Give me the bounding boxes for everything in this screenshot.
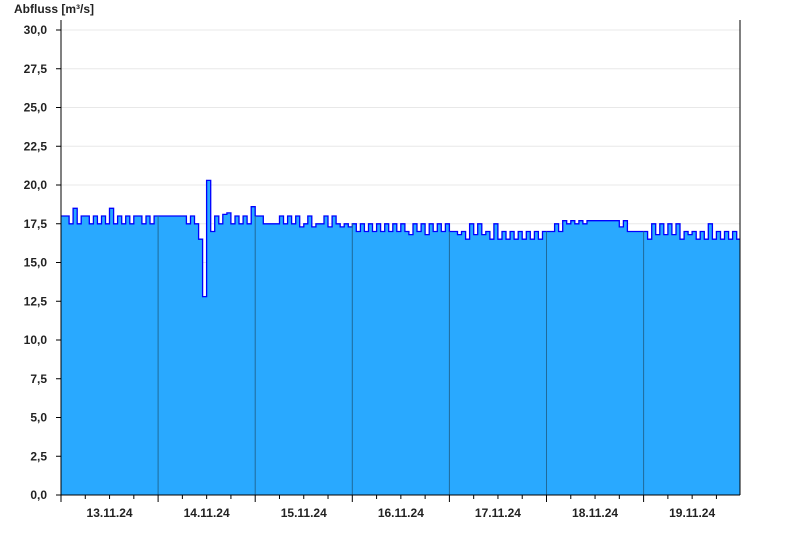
x-tick-label: 18.11.24 <box>572 506 618 520</box>
axes: 0,0 2,5 5,0 7,5 10,0 12,5 15,0 17,5 20,0 22,5 25,0… <box>24 20 741 520</box>
x-tick-label: 17.11.24 <box>475 506 521 520</box>
area-fill <box>61 180 740 495</box>
x-tick-label: 15.11.24 <box>281 506 327 520</box>
y-tick-label: 22,5 <box>24 139 48 153</box>
y-tick-label: 17,5 <box>24 217 48 231</box>
x-tick-label: 16.11.24 <box>378 506 424 520</box>
y-tick-label: 2,5 <box>30 449 47 463</box>
y-tick-label: 7,5 <box>30 372 47 386</box>
y-tick-label: 27,5 <box>24 62 48 76</box>
y-tick-label: 5,0 <box>30 411 47 425</box>
y-tick-label: 30,0 <box>24 23 48 37</box>
y-tick-label: 20,0 <box>24 178 48 192</box>
y-tick-label: 25,0 <box>24 101 48 115</box>
series-line <box>61 179 740 298</box>
y-tick-label: 10,0 <box>24 333 48 347</box>
plot-area <box>61 179 740 495</box>
x-tick-label: 14.11.24 <box>184 506 230 520</box>
y-tick-label: 12,5 <box>24 294 48 308</box>
x-tick-label: 19.11.24 <box>669 506 715 520</box>
y-axis-label: Abfluss [m³/s] <box>14 2 94 16</box>
y-tick-label: 15,0 <box>24 256 48 270</box>
x-tick-label: 13.11.24 <box>87 506 133 520</box>
y-tick-label: 0,0 <box>30 488 47 502</box>
